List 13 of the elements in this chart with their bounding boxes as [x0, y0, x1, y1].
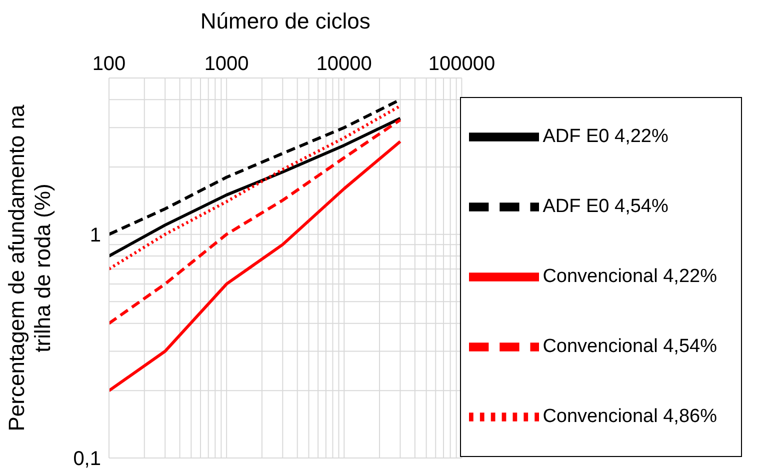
- legend-label: ADF E0 4,22%: [542, 126, 668, 148]
- y-tick-label: 1: [90, 224, 101, 246]
- x-tick-label: 1000: [204, 53, 249, 75]
- y-tick-label: 0,1: [73, 448, 101, 470]
- x-axis-title: Número de ciclos: [200, 8, 370, 34]
- x-tick-label: 10000: [316, 53, 372, 75]
- x-tick-label: 100000: [428, 53, 496, 75]
- y-axis-title: Percentagem de afundamento na trilha de roda (%): [4, 104, 55, 432]
- legend-label: Convencional 4,22%: [542, 266, 717, 288]
- x-tick-label: 100: [92, 53, 126, 75]
- legend-label: ADF E0 4,54%: [542, 196, 668, 218]
- legend-label: Convencional 4,86%: [542, 406, 717, 428]
- legend-label: Convencional 4,54%: [542, 336, 717, 358]
